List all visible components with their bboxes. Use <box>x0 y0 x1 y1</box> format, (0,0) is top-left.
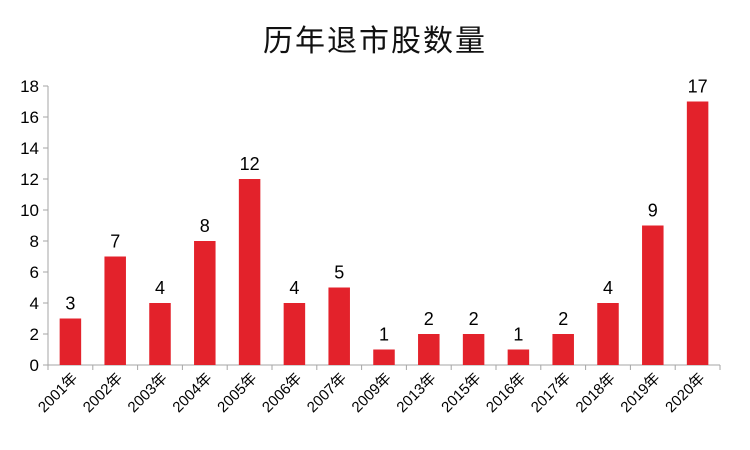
y-tick-label: 2 <box>30 325 39 344</box>
y-tick-label: 8 <box>30 232 39 251</box>
data-label: 17 <box>688 77 708 97</box>
chart-title: 历年退市股数量 <box>263 24 487 59</box>
bar <box>642 225 664 365</box>
y-tick-label: 10 <box>20 201 39 220</box>
data-label: 8 <box>200 216 210 236</box>
data-label: 2 <box>424 309 434 329</box>
bar <box>328 287 350 365</box>
bar <box>59 318 82 365</box>
x-tick-label: 2003年 <box>125 370 171 416</box>
data-label: 7 <box>110 232 120 252</box>
x-tick-label: 2018年 <box>573 370 619 416</box>
bar <box>462 334 485 365</box>
bar <box>686 101 709 365</box>
y-tick-label: 4 <box>30 294 39 313</box>
data-label: 4 <box>289 278 299 298</box>
bar <box>104 256 126 365</box>
data-label: 4 <box>155 278 165 298</box>
data-label: 1 <box>513 325 523 345</box>
x-tick-label: 2002年 <box>80 370 126 416</box>
data-label: 9 <box>648 201 658 221</box>
bar <box>597 303 619 365</box>
bar <box>149 303 171 365</box>
bar <box>373 349 395 365</box>
data-label: 12 <box>240 154 260 174</box>
data-label: 3 <box>65 294 75 314</box>
x-tick-label: 2017年 <box>528 370 574 416</box>
x-tick-label: 2020年 <box>662 370 708 416</box>
x-tick-label: 2007年 <box>304 370 350 416</box>
x-tick-label: 2016年 <box>483 370 529 416</box>
y-tick-label: 6 <box>30 263 39 282</box>
y-tick-label: 12 <box>20 170 39 189</box>
x-tick-label: 2004年 <box>169 370 215 416</box>
x-tick-label: 2005年 <box>214 370 260 416</box>
bar <box>552 334 574 365</box>
y-tick-label: 0 <box>30 356 39 375</box>
y-tick-label: 14 <box>20 139 39 158</box>
bar <box>238 179 261 365</box>
x-tick-label: 2009年 <box>349 370 395 416</box>
bar <box>283 303 306 365</box>
data-label: 2 <box>558 309 568 329</box>
data-label: 5 <box>334 263 344 283</box>
data-label: 1 <box>379 325 389 345</box>
x-tick-label: 2006年 <box>259 370 305 416</box>
x-tick-label: 2019年 <box>617 370 663 416</box>
bar <box>418 334 440 365</box>
y-tick-label: 16 <box>20 108 39 127</box>
bar <box>194 241 216 365</box>
data-label: 2 <box>469 309 479 329</box>
x-tick-label: 2001年 <box>35 370 81 416</box>
x-tick-label: 2013年 <box>393 370 439 416</box>
data-label: 4 <box>603 278 613 298</box>
y-tick-label: 18 <box>20 77 39 96</box>
bar <box>507 349 530 365</box>
x-tick-label: 2015年 <box>438 370 484 416</box>
